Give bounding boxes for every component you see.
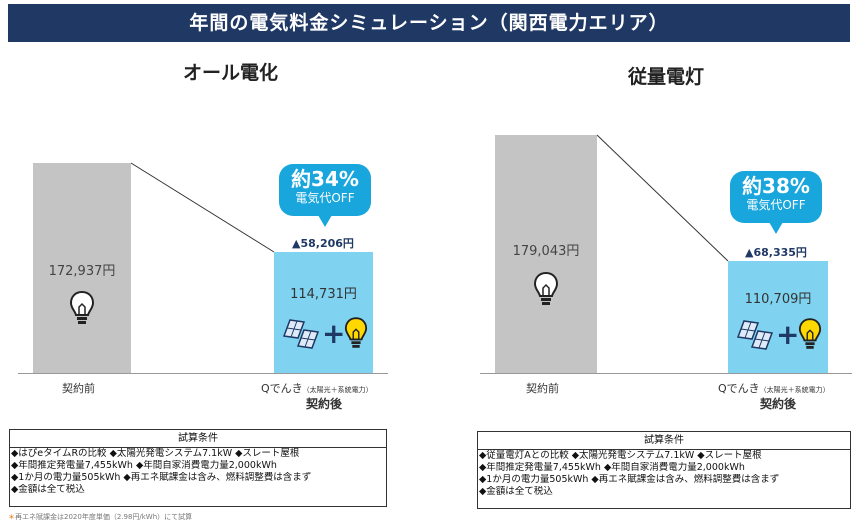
light-bulb-icon	[69, 290, 95, 324]
solar-plus-bulb-group: +	[736, 315, 824, 355]
savings-bubble: 約34% 電気代OFF	[279, 164, 371, 216]
savings-bubble: 約38% 電気代OFF	[730, 171, 822, 223]
savings-percent: 約38%	[742, 174, 810, 198]
light-bulb-on-icon	[798, 318, 822, 349]
condition-line: ◆年間推定発電量7,455kWh ◆年間自家消費電力量2,000kWh	[11, 460, 277, 471]
label-after: 契約後	[306, 397, 343, 411]
bar-before-contract: 179,043円	[495, 135, 597, 373]
savings-amount: ▲58,206円	[292, 237, 354, 250]
label-before: 契約前	[62, 382, 95, 395]
light-bulb-icon	[533, 271, 559, 305]
chart-baseline	[18, 373, 388, 374]
bubble-tail	[769, 222, 783, 234]
conditions-header: 試算条件	[478, 432, 850, 450]
label-after: 契約後	[760, 397, 797, 411]
condition-line: ◆金額は全て税込	[479, 486, 553, 497]
bubble-tail	[318, 215, 332, 227]
connector-line-left	[130, 162, 275, 253]
condition-line: ◆1か月の電力量505kWh ◆再エネ賦課金は含み、燃料調整費は含まず	[11, 472, 312, 483]
page-title-banner: 年間の電気料金シミュレーション（関西電力エリア）	[8, 4, 850, 42]
condition-line: ◆金額は全て税込	[11, 484, 85, 495]
footnote: ＊再エネ賦課金は2020年度単価（2.98円/kWh）にて試算	[8, 512, 192, 522]
label-before: 契約前	[526, 382, 559, 395]
solar-panel-icon	[736, 320, 774, 350]
plus-icon: +	[776, 318, 800, 351]
connector-line-right	[596, 134, 729, 262]
solar-plus-bulb-group: +	[282, 314, 370, 354]
savings-caption: 電気代OFF	[746, 198, 806, 212]
label-after-plan: Qでんき（太陽光＋系統電力）	[261, 380, 373, 396]
bar-value: 179,043円	[512, 244, 580, 259]
savings-caption: 電気代OFF	[295, 191, 355, 205]
condition-line: ◆年間推定発電量7,455kWh ◆年間自家消費電力量2,000kWh	[479, 462, 745, 473]
bar-value: 114,731円	[290, 287, 357, 302]
condition-line: ◆従量電灯Aとの比較 ◆太陽光発電システム7.1kW ◆スレート屋根	[479, 450, 762, 461]
bar-after-contract: 114,731円 +	[274, 252, 373, 373]
conditions-box: 試算条件 ◆従量電灯Aとの比較 ◆太陽光発電システム7.1kW ◆スレート屋根 …	[477, 431, 851, 509]
chart-baseline	[480, 373, 852, 374]
panel-title-metered-lighting: 従量電灯	[628, 66, 705, 88]
label-after-plan-name: Qでんき	[718, 382, 760, 395]
bar-value: 110,709円	[744, 292, 812, 307]
label-after-plan-name: Qでんき	[261, 382, 303, 395]
conditions-header: 試算条件	[10, 430, 386, 448]
footnote-text: 再エネ賦課金は2020年度単価（2.98円/kWh）にて試算	[15, 513, 193, 521]
bar-after-contract: 110,709円 +	[728, 261, 828, 373]
bar-value: 172,937円	[48, 264, 116, 279]
condition-line: ◆1か月の電力量505kWh ◆再エネ賦課金は含み、燃料調整費は含まず	[479, 474, 780, 485]
label-after-plan: Qでんき（太陽光＋系統電力）	[718, 380, 830, 396]
label-after-plan-sub: （太陽光＋系統電力）	[759, 386, 830, 394]
footnote-mark: ＊	[8, 513, 15, 521]
savings-percent: 約34%	[291, 167, 359, 191]
savings-amount: ▲68,335円	[745, 246, 807, 259]
bar-before-contract: 172,937円	[33, 163, 131, 373]
solar-panel-icon	[282, 319, 320, 349]
conditions-box: 試算条件 ◆はぴeタイムRの比較 ◆太陽光発電システム7.1kW ◆スレート屋根…	[9, 429, 387, 507]
condition-line: ◆はぴeタイムRの比較 ◆太陽光発電システム7.1kW ◆スレート屋根	[11, 448, 300, 459]
panel-title-all-electric: オール電化	[183, 62, 279, 84]
label-after-plan-sub: （太陽光＋系統電力）	[302, 386, 373, 394]
plus-icon: +	[322, 317, 346, 350]
light-bulb-on-icon	[344, 317, 368, 348]
